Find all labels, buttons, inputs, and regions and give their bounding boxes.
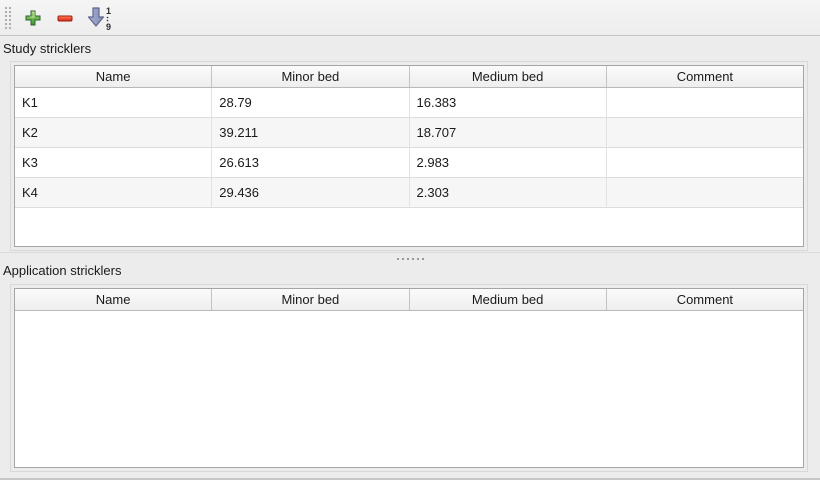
toolbar: 1 9 (0, 0, 820, 36)
splitter-dot (406, 258, 409, 260)
splitter-dot (401, 258, 404, 260)
cell-medium_bed[interactable]: 2.303 (410, 178, 607, 207)
column-header-medium-bed[interactable]: Medium bed (410, 289, 607, 310)
table-row-K3[interactable]: K3 26.613 2.983 (15, 148, 803, 178)
add-row-button[interactable] (20, 4, 46, 32)
sort-digit-top: 1 (106, 6, 111, 16)
study-stricklers-table: Name Minor bed Medium bed Comment K1 28.79 16… (14, 65, 804, 247)
splitter-dot (416, 258, 419, 260)
cell-minor_bed[interactable]: 28.79 (212, 88, 410, 117)
sort-digit-bottom: 9 (106, 22, 111, 31)
column-header-minor-bed[interactable]: Minor bed (212, 66, 410, 87)
cell-comment[interactable] (607, 88, 803, 117)
application-stricklers-label: Application stricklers (3, 263, 122, 278)
column-header-name[interactable]: Name (15, 289, 213, 310)
table-row-K1[interactable]: K1 28.79 16.383 (15, 88, 803, 118)
minus-icon (57, 15, 73, 21)
table-header-row: Name Minor bed Medium bed Comment (15, 66, 803, 88)
cell-name[interactable]: K3 (15, 148, 213, 177)
splitter-dot (411, 258, 414, 260)
application-stricklers-panel: Name Minor bed Medium bed Comment (10, 284, 808, 472)
table-row-K4[interactable]: K4 29.436 2.303 (15, 178, 803, 208)
sort-rows-button[interactable]: 1 9 (84, 4, 116, 32)
table-body[interactable]: K1 28.79 16.383 K2 39.211 18.707 K3 26.613 2.983… (15, 88, 803, 246)
cell-medium_bed[interactable]: 2.983 (410, 148, 607, 177)
table-header-row: Name Minor bed Medium bed Comment (15, 289, 803, 311)
column-header-name[interactable]: Name (15, 66, 213, 87)
cell-comment[interactable] (607, 148, 803, 177)
cell-name[interactable]: K1 (15, 88, 213, 117)
window-bottom-edge (0, 478, 820, 480)
cell-name[interactable]: K2 (15, 118, 213, 147)
plus-icon (25, 10, 41, 25)
remove-row-button[interactable] (52, 4, 78, 32)
cell-medium_bed[interactable]: 18.707 (410, 118, 607, 147)
column-header-comment[interactable]: Comment (676, 69, 734, 84)
cell-medium_bed[interactable]: 16.383 (410, 88, 607, 117)
cell-comment[interactable] (607, 118, 803, 147)
application-stricklers-table: Name Minor bed Medium bed Comment (14, 288, 804, 468)
column-header-medium-bed[interactable]: Medium bed (410, 66, 607, 87)
cell-minor_bed[interactable]: 26.613 (212, 148, 410, 177)
splitter-dot (421, 258, 424, 260)
table-body[interactable] (15, 311, 803, 467)
column-header-minor-bed[interactable]: Minor bed (212, 289, 410, 310)
study-stricklers-label: Study stricklers (3, 41, 92, 56)
table-row-K2[interactable]: K2 39.211 18.707 (15, 118, 803, 148)
cell-minor_bed[interactable]: 39.211 (212, 118, 410, 147)
cell-minor_bed[interactable]: 29.436 (212, 178, 410, 207)
sort-ascending-icon: 1 9 (87, 6, 111, 31)
toolbar-grip-handle[interactable] (3, 4, 11, 31)
cell-comment[interactable] (607, 178, 803, 207)
column-header-comment[interactable]: Comment (676, 292, 734, 307)
cell-name[interactable]: K4 (15, 178, 213, 207)
splitter-dot (396, 258, 399, 260)
study-stricklers-panel: Name Minor bed Medium bed Comment K1 28.79 16… (10, 61, 808, 251)
panel-splitter-handle[interactable] (0, 252, 820, 265)
